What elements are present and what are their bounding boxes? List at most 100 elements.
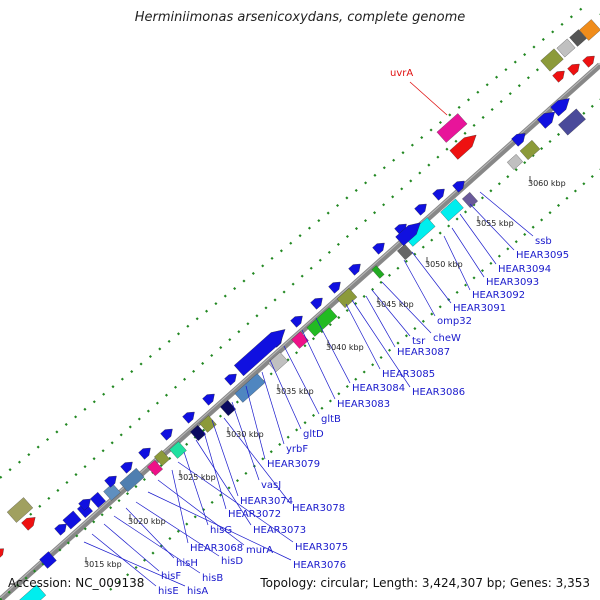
gc-dot-outer2 bbox=[336, 242, 340, 246]
feature-arrow-6 bbox=[182, 411, 195, 424]
callout-line-10 bbox=[345, 303, 381, 370]
gc-dot-outer2 bbox=[137, 417, 141, 421]
gc-dot-inner bbox=[430, 238, 434, 242]
feature-inner-21-shape bbox=[462, 191, 478, 209]
gc-dot-outer bbox=[364, 181, 368, 185]
gc-dot-inner bbox=[371, 287, 375, 291]
gc-dot-outer2 bbox=[146, 409, 150, 413]
callout-line-4 bbox=[443, 235, 471, 291]
gc-dot-outer2 bbox=[391, 195, 395, 199]
gc-dot-inner bbox=[58, 548, 62, 552]
feature-inner-14-shape bbox=[291, 331, 309, 349]
gene-label-16: yrbF bbox=[286, 444, 308, 455]
gc-dot-inner2 bbox=[328, 399, 332, 403]
feature-arrow-6-shape bbox=[182, 411, 195, 424]
gc-dot-outer2 bbox=[273, 298, 277, 302]
feature-inner-10 bbox=[199, 415, 217, 433]
gc-dot-outer bbox=[158, 347, 162, 351]
callout-line-6 bbox=[403, 259, 436, 317]
gc-dot-inner2 bbox=[337, 392, 341, 396]
gc-dot-outer2 bbox=[490, 107, 494, 112]
gc-dot-outer bbox=[345, 196, 349, 200]
gc-dot-inner bbox=[100, 513, 104, 517]
feature-inner-1-shape bbox=[62, 510, 82, 530]
callout-line-3 bbox=[451, 227, 485, 278]
gc-dot-outer bbox=[298, 234, 302, 238]
gc-dot-inner2 bbox=[345, 384, 349, 389]
gene-label-23: hisG bbox=[210, 525, 232, 536]
gc-dot-inner2 bbox=[413, 327, 417, 331]
feature-arrow-13-shape bbox=[328, 281, 341, 294]
right-red-1-shape bbox=[552, 70, 565, 83]
feature-inner-9 bbox=[190, 424, 206, 442]
gc-dot-outer2 bbox=[327, 250, 331, 254]
gc-dot-outer bbox=[438, 120, 442, 125]
gc-dot-inner bbox=[235, 400, 239, 404]
map-title: Herminiimonas arsenicoxydans, complete g… bbox=[134, 10, 466, 25]
gc-dot-inner bbox=[109, 506, 113, 510]
feature-inner-11-shape bbox=[220, 399, 236, 417]
gc-dot-outer2 bbox=[83, 465, 87, 469]
feature-long-1-shape bbox=[233, 329, 286, 377]
uvrA-box-shape bbox=[436, 113, 468, 143]
gene-label-29: hisH bbox=[176, 558, 198, 569]
feature-arrow-19-shape bbox=[452, 180, 465, 193]
kbp-label-4: 3035 kbp bbox=[276, 387, 314, 396]
gc-dot-inner bbox=[556, 132, 561, 136]
gc-dot-outer2 bbox=[29, 512, 33, 516]
uvrA-label: uvrA bbox=[390, 68, 413, 79]
kbp-label-1: 3020 kbp bbox=[128, 517, 166, 526]
gc-dot-inner bbox=[125, 492, 130, 496]
gc-dot-inner2 bbox=[176, 529, 180, 533]
gc-dot-inner2 bbox=[371, 363, 375, 367]
gc-dot-outer2 bbox=[300, 274, 304, 278]
gc-dot-outer2 bbox=[373, 211, 377, 215]
gc-dot-inner bbox=[303, 344, 307, 348]
accession-text: Accession: NC_009138 bbox=[8, 576, 145, 590]
gc-dot-inner bbox=[387, 273, 392, 277]
right-box-7-shape bbox=[506, 154, 524, 170]
callout-line-11 bbox=[351, 299, 411, 388]
feature-inner-15 bbox=[306, 307, 338, 337]
left-box-2-shape bbox=[13, 584, 47, 600]
gc-dot-outer2 bbox=[454, 139, 458, 143]
gc-dot-inner bbox=[142, 478, 146, 482]
gc-dot-outer2 bbox=[74, 473, 78, 477]
gc-dot-outer2 bbox=[210, 353, 214, 358]
callout-line-24 bbox=[177, 461, 294, 543]
gc-dot-inner2 bbox=[573, 189, 577, 193]
callout-line-5 bbox=[411, 251, 452, 304]
gc-dot-inner2 bbox=[590, 174, 594, 179]
gc-dot-inner2 bbox=[548, 211, 552, 215]
gc-dot-outer2 bbox=[400, 187, 404, 191]
right-box-6 bbox=[519, 139, 541, 161]
kbp-label-0: 3015 kbp bbox=[84, 560, 122, 569]
feature-inner-16-shape bbox=[336, 287, 358, 309]
gene-label-4: HEAR3092 bbox=[472, 290, 525, 301]
gc-dot-inner bbox=[269, 372, 273, 376]
feature-inner-3-shape bbox=[90, 491, 106, 509]
gc-dot-outer bbox=[382, 166, 386, 170]
gc-dot-outer2 bbox=[427, 163, 431, 167]
gc-dot-inner2 bbox=[143, 558, 147, 562]
feature-arrow-3 bbox=[120, 461, 133, 474]
right-box-5 bbox=[558, 108, 586, 136]
gc-dot-inner bbox=[218, 414, 222, 418]
feature-inner-11 bbox=[220, 399, 236, 417]
kbp-label-6: 3045 kbp bbox=[376, 300, 414, 309]
gene-label-9: HEAR3087 bbox=[397, 347, 450, 358]
callout-line-25 bbox=[171, 469, 189, 544]
gc-dot-inner bbox=[523, 161, 527, 165]
gc-dot-inner bbox=[531, 154, 535, 158]
gc-dot-outer bbox=[326, 211, 330, 215]
gc-dot-inner2 bbox=[388, 348, 392, 352]
gene-label-24: HEAR3075 bbox=[295, 542, 348, 553]
gc-dot-inner bbox=[379, 280, 383, 284]
gc-dot-outer2 bbox=[418, 171, 422, 175]
gc-dot-outer2 bbox=[436, 155, 440, 159]
gc-dot-inner2 bbox=[354, 377, 358, 381]
gc-dot-outer bbox=[270, 256, 274, 260]
right-red-3 bbox=[582, 55, 595, 68]
uvrA-box bbox=[436, 113, 468, 143]
right-box-4 bbox=[579, 19, 600, 41]
